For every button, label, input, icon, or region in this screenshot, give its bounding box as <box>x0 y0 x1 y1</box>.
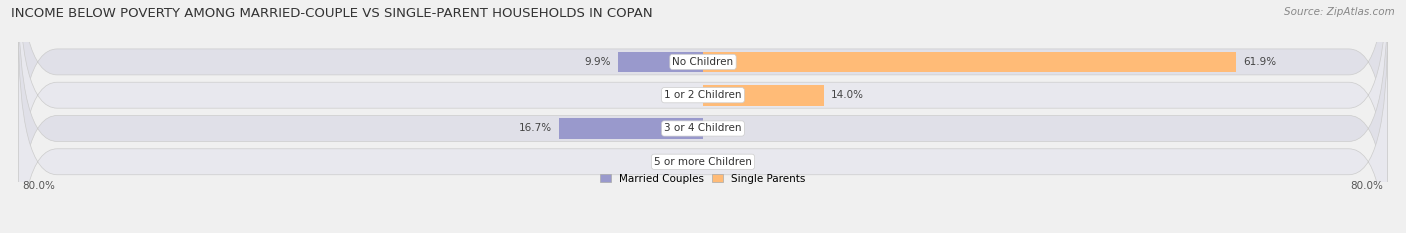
Text: 0.0%: 0.0% <box>710 123 737 134</box>
Text: 9.9%: 9.9% <box>585 57 610 67</box>
FancyBboxPatch shape <box>18 0 1388 199</box>
Bar <box>560 118 703 139</box>
FancyBboxPatch shape <box>18 25 1388 233</box>
Text: 0.0%: 0.0% <box>710 157 737 167</box>
Text: 61.9%: 61.9% <box>1243 57 1277 67</box>
Text: No Children: No Children <box>672 57 734 67</box>
Bar <box>703 85 824 106</box>
Text: 14.0%: 14.0% <box>831 90 863 100</box>
Text: 16.7%: 16.7% <box>519 123 553 134</box>
Bar <box>703 51 1236 72</box>
Bar <box>617 51 703 72</box>
Text: 3 or 4 Children: 3 or 4 Children <box>664 123 742 134</box>
Legend: Married Couples, Single Parents: Married Couples, Single Parents <box>600 174 806 184</box>
Text: 5 or more Children: 5 or more Children <box>654 157 752 167</box>
Text: 1 or 2 Children: 1 or 2 Children <box>664 90 742 100</box>
Text: Source: ZipAtlas.com: Source: ZipAtlas.com <box>1284 7 1395 17</box>
Text: INCOME BELOW POVERTY AMONG MARRIED-COUPLE VS SINGLE-PARENT HOUSEHOLDS IN COPAN: INCOME BELOW POVERTY AMONG MARRIED-COUPL… <box>11 7 652 20</box>
Text: 80.0%: 80.0% <box>1350 181 1384 191</box>
Text: 80.0%: 80.0% <box>22 181 56 191</box>
FancyBboxPatch shape <box>18 0 1388 233</box>
FancyBboxPatch shape <box>18 0 1388 232</box>
Text: 0.0%: 0.0% <box>669 157 696 167</box>
Text: 0.0%: 0.0% <box>669 90 696 100</box>
